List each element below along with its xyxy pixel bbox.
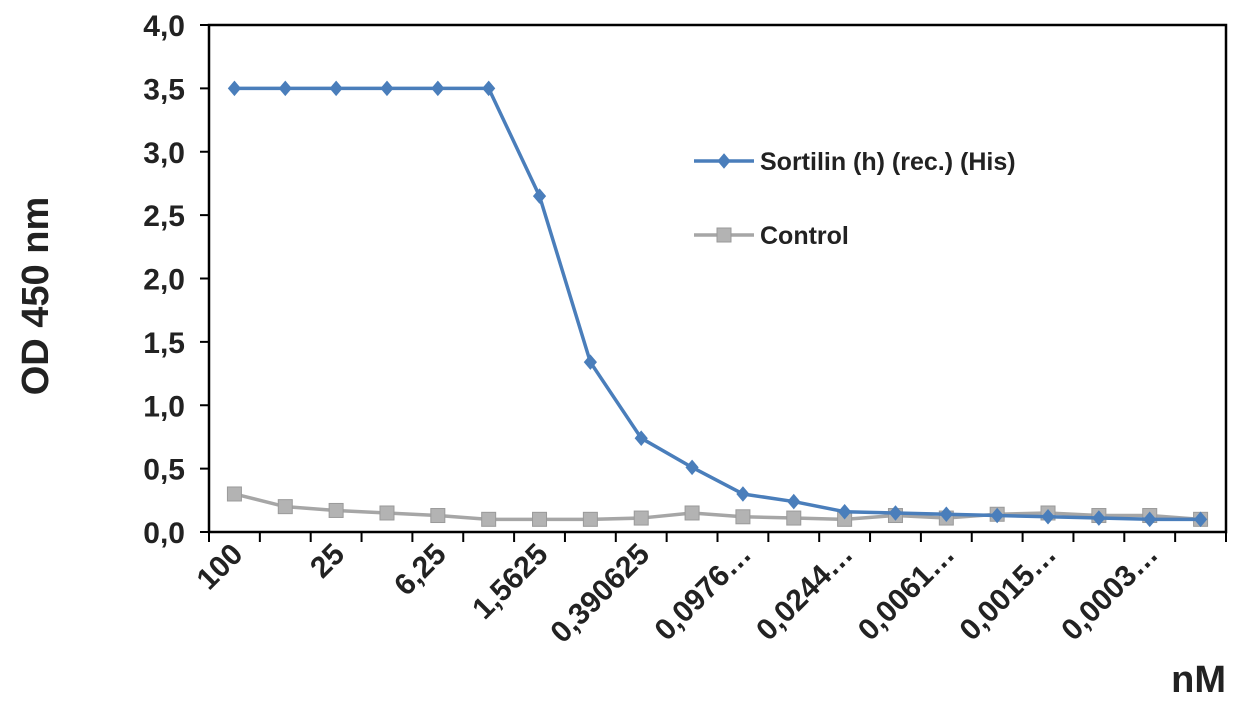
y-tick-label: 0,5 — [143, 454, 185, 487]
square-marker — [379, 505, 395, 521]
diamond-marker — [939, 506, 953, 523]
diamond-marker — [532, 188, 547, 204]
series-layer — [226, 80, 1209, 528]
series-line — [234, 86, 1201, 522]
y-tick-label: 1,0 — [143, 390, 185, 423]
series-line — [234, 492, 1201, 522]
x-tick-label: 0,0015… — [954, 538, 1063, 647]
diamond-marker — [1193, 511, 1208, 528]
square-marker — [786, 510, 802, 526]
square-marker — [481, 511, 497, 527]
y-tick-label: 1,5 — [143, 327, 185, 360]
diamond-marker — [787, 493, 801, 510]
square-marker — [226, 486, 242, 502]
square-marker — [684, 505, 700, 521]
y-tick-label: 2,0 — [143, 264, 185, 297]
legend-item: Control — [694, 222, 849, 250]
diamond-marker — [1092, 510, 1106, 526]
diamond-marker — [431, 80, 445, 97]
square-marker — [328, 502, 344, 518]
square-marker — [582, 511, 598, 527]
square-marker — [633, 510, 649, 526]
diamond-marker — [990, 507, 1004, 524]
diamond-marker — [1143, 511, 1157, 528]
x-tick-label: 1,5625 — [466, 538, 554, 626]
x-tick-label: 0,0976… — [648, 538, 757, 647]
y-axis: 0,0 0,5 1,0 1,5 2,0 2,5 3,0 3,5 4,0 — [143, 10, 209, 550]
diamond-marker — [736, 486, 750, 502]
x-axis: 100 25 6,25 1,56250,3906250,0976…0,0244…0,0… — [191, 532, 1227, 650]
y-axis-title: OD 450 nm — [15, 197, 57, 396]
x-tick-label: 0,0061… — [852, 538, 961, 647]
y-tick-label: 0,0 — [143, 517, 185, 550]
diamond-marker — [1041, 509, 1055, 525]
legend-item: Sortilin (h) (rec.) (His) — [694, 148, 1016, 176]
x-tick-label: 100 — [191, 538, 250, 597]
x-tick-label: 6,25 — [388, 538, 453, 603]
y-tick-label: 4,0 — [143, 10, 185, 43]
diamond-marker — [685, 459, 699, 476]
legend-label: Sortilin (h) (rec.) (His) — [760, 148, 1016, 176]
square-marker — [735, 509, 751, 525]
diamond-marker — [583, 354, 597, 370]
square-marker — [532, 511, 548, 527]
x-tick-label: 0,390625 — [544, 538, 656, 650]
diamond-marker — [227, 80, 242, 97]
y-tick-label: 3,0 — [143, 137, 185, 170]
plot-frame — [207, 23, 1228, 534]
x-tick-label: 25 — [304, 538, 351, 585]
diamond-marker — [380, 80, 394, 97]
legend-label: Control — [760, 222, 849, 250]
x-tick-label: 0,0244… — [750, 538, 859, 647]
square-marker — [277, 499, 293, 515]
y-tick-label: 3,5 — [143, 73, 185, 106]
x-tick-label: 0,0003… — [1055, 538, 1164, 647]
diamond-marker — [482, 80, 496, 97]
square-marker — [430, 508, 446, 524]
series-sortilin — [227, 80, 1208, 528]
diamond-marker — [634, 430, 648, 446]
diamond-marker — [888, 505, 903, 521]
y-tick-label: 2,5 — [143, 200, 185, 233]
square-marker — [716, 227, 732, 243]
legend: Sortilin (h) (rec.) (His) Control — [694, 148, 1016, 250]
diamond-marker — [329, 80, 343, 97]
x-axis-title: nM — [1171, 659, 1226, 701]
diamond-marker — [717, 153, 731, 169]
diamond-marker — [838, 503, 852, 520]
diamond-marker — [278, 80, 292, 97]
